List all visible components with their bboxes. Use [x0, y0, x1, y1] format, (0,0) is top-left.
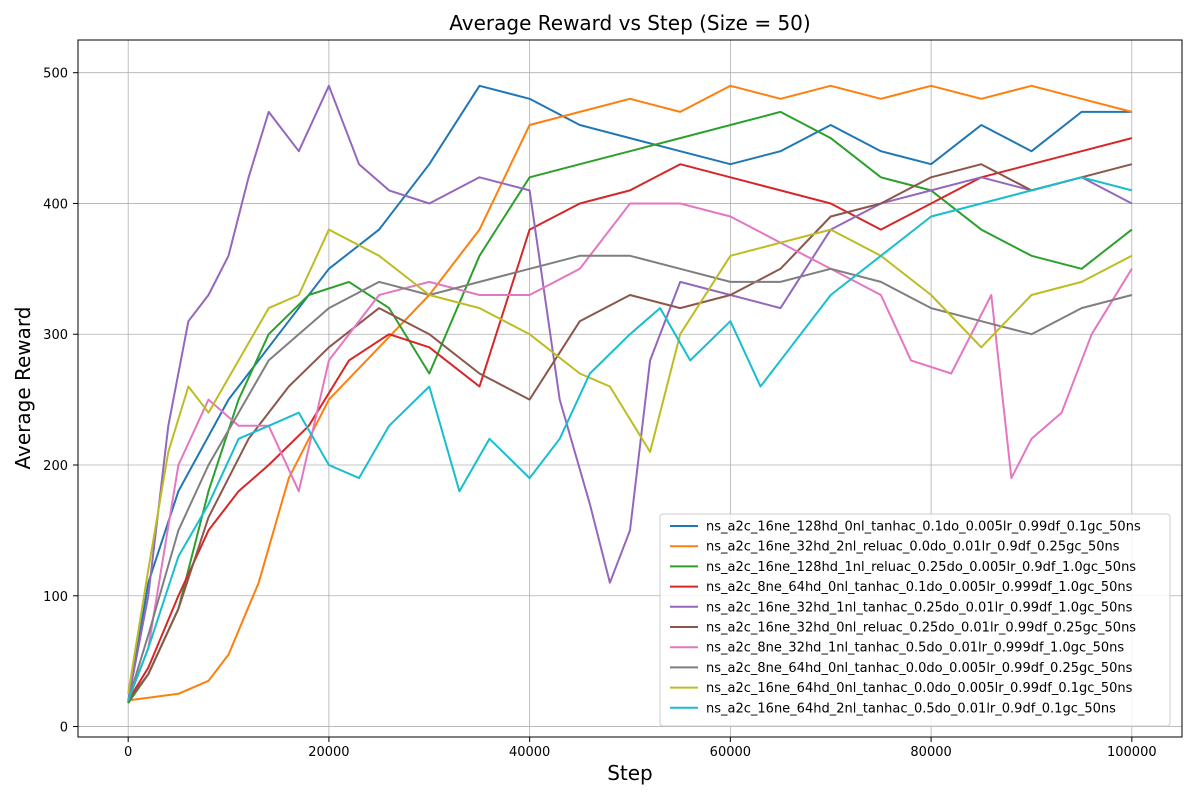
y-tick-label: 200: [43, 459, 68, 474]
y-tick-label: 0: [60, 721, 68, 736]
x-tick-label: 80000: [910, 745, 951, 760]
series-line-9: [127, 228, 1133, 694]
legend-box: [659, 513, 1171, 727]
y-tick-label: 300: [43, 328, 68, 343]
series-line-3: [127, 110, 1133, 704]
x-tick-label: 20000: [308, 745, 349, 760]
x-tick-label: 0: [124, 745, 132, 760]
legend-label: ns_a2c_8ne_64hd_0nl_tanhac_0.1do_0.005lr…: [706, 580, 1133, 595]
legend-label: ns_a2c_16ne_32hd_2nl_reluac_0.0do_0.01lr…: [706, 540, 1120, 555]
legend-label: ns_a2c_8ne_32hd_1nl_tanhac_0.5do_0.01lr_…: [706, 641, 1124, 656]
series-line-4: [127, 137, 1133, 701]
plot-frame: [77, 39, 1183, 738]
ticks: 0 20000 40000 60000 80000 100000 0 100 200 300 400…: [43, 67, 1156, 760]
series-line-5: [127, 84, 1133, 701]
legend-label: ns_a2c_8ne_64hd_0nl_tanhac_0.0do_0.005lr…: [706, 661, 1133, 676]
x-tick-label: 60000: [710, 745, 751, 760]
legend-label: ns_a2c_16ne_64hd_0nl_tanhac_0.0do_0.005l…: [706, 681, 1133, 696]
y-tick-label: 500: [43, 67, 68, 82]
legend-label: ns_a2c_16ne_64hd_2nl_tanhac_0.5do_0.01lr…: [706, 701, 1116, 716]
y-tick-label: 100: [43, 590, 68, 605]
series-line-8: [127, 254, 1133, 701]
series-line-7: [127, 202, 1133, 701]
series-line-2: [128, 84, 1133, 702]
x-axis-title: Step: [607, 761, 653, 785]
chart-title: Average Reward vs Step (Size = 50): [449, 11, 810, 35]
x-tick-label: 40000: [509, 745, 550, 760]
legend-label: ns_a2c_16ne_32hd_0nl_reluac_0.25do_0.01l…: [706, 621, 1136, 636]
x-tick-label: 100000: [1107, 745, 1157, 760]
legend-label: ns_a2c_16ne_32hd_1nl_tanhac_0.25do_0.01l…: [706, 600, 1133, 615]
y-axis-title: Average Reward: [11, 307, 35, 470]
series-line-10: [127, 176, 1133, 701]
legend-label: ns_a2c_16ne_128hd_1nl_reluac_0.25do_0.00…: [706, 560, 1136, 575]
series-group: [127, 84, 1133, 704]
legend: ns_a2c_16ne_128hd_0nl_tanhac_0.1do_0.005…: [659, 513, 1171, 727]
legend-label: ns_a2c_16ne_128hd_0nl_tanhac_0.1do_0.005…: [706, 520, 1141, 535]
y-tick-label: 400: [43, 197, 68, 212]
series-line-6: [127, 163, 1133, 702]
